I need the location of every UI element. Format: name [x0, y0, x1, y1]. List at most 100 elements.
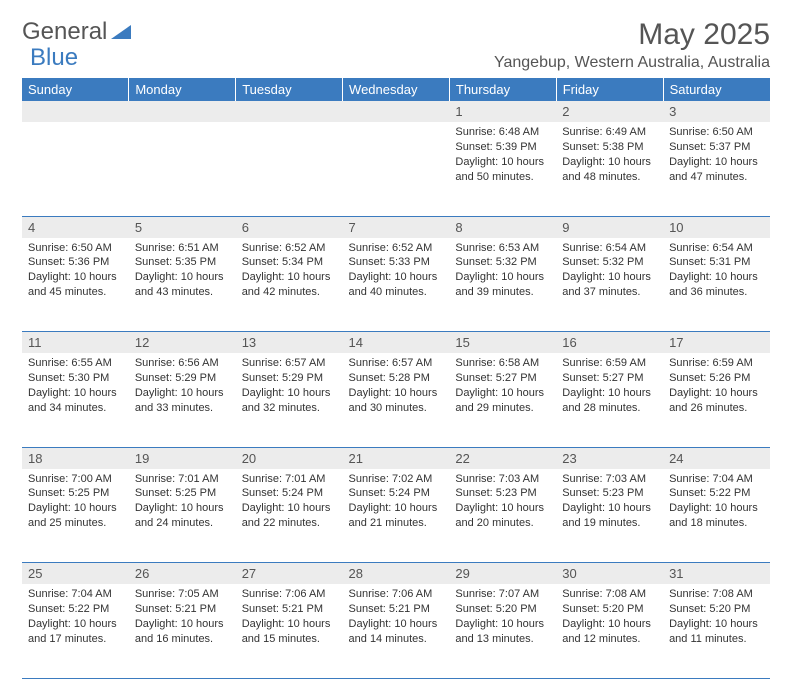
day-number: 8 [449, 216, 556, 238]
sunset-line: Sunset: 5:24 PM [242, 486, 337, 501]
day-details: Sunrise: 7:03 AMSunset: 5:23 PMDaylight:… [556, 469, 663, 535]
sunrise-line: Sunrise: 6:55 AM [28, 356, 123, 371]
day-details: Sunrise: 7:04 AMSunset: 5:22 PMDaylight:… [22, 584, 129, 650]
daylight-line: Daylight: 10 hours and 24 minutes. [135, 501, 230, 531]
day-number: 31 [663, 563, 770, 585]
day-content-row: Sunrise: 6:50 AMSunset: 5:36 PMDaylight:… [22, 238, 770, 332]
sunrise-line: Sunrise: 7:05 AM [135, 587, 230, 602]
day-details: Sunrise: 6:48 AMSunset: 5:39 PMDaylight:… [449, 122, 556, 188]
sunset-line: Sunset: 5:25 PM [28, 486, 123, 501]
sunset-line: Sunset: 5:38 PM [562, 140, 657, 155]
day-number: 29 [449, 563, 556, 585]
daylight-line: Daylight: 10 hours and 37 minutes. [562, 270, 657, 300]
day-header: Wednesday [343, 78, 450, 101]
day-details: Sunrise: 6:59 AMSunset: 5:27 PMDaylight:… [556, 353, 663, 419]
daylight-line: Daylight: 10 hours and 21 minutes. [349, 501, 444, 531]
sunset-line: Sunset: 5:21 PM [135, 602, 230, 617]
day-cell: Sunrise: 7:01 AMSunset: 5:24 PMDaylight:… [236, 469, 343, 563]
day-cell: Sunrise: 6:55 AMSunset: 5:30 PMDaylight:… [22, 353, 129, 447]
day-cell: Sunrise: 6:52 AMSunset: 5:33 PMDaylight:… [343, 238, 450, 332]
day-number: 1 [449, 101, 556, 122]
day-details: Sunrise: 6:52 AMSunset: 5:33 PMDaylight:… [343, 238, 450, 304]
day-cell: Sunrise: 6:49 AMSunset: 5:38 PMDaylight:… [556, 122, 663, 216]
day-details: Sunrise: 7:06 AMSunset: 5:21 PMDaylight:… [236, 584, 343, 650]
day-content-row: Sunrise: 6:55 AMSunset: 5:30 PMDaylight:… [22, 353, 770, 447]
sunrise-line: Sunrise: 7:03 AM [562, 472, 657, 487]
day-number: 18 [22, 447, 129, 469]
day-details: Sunrise: 6:57 AMSunset: 5:28 PMDaylight:… [343, 353, 450, 419]
logo-text-1: General [22, 18, 107, 46]
day-number: 10 [663, 216, 770, 238]
daylight-line: Daylight: 10 hours and 11 minutes. [669, 617, 764, 647]
sunset-line: Sunset: 5:30 PM [28, 371, 123, 386]
daylight-line: Daylight: 10 hours and 20 minutes. [455, 501, 550, 531]
day-header: Monday [129, 78, 236, 101]
daylight-line: Daylight: 10 hours and 50 minutes. [455, 155, 550, 185]
day-number: 21 [343, 447, 450, 469]
day-cell: Sunrise: 6:52 AMSunset: 5:34 PMDaylight:… [236, 238, 343, 332]
day-details: Sunrise: 6:49 AMSunset: 5:38 PMDaylight:… [556, 122, 663, 188]
sunset-line: Sunset: 5:27 PM [455, 371, 550, 386]
logo: General [22, 18, 135, 46]
day-cell: Sunrise: 7:07 AMSunset: 5:20 PMDaylight:… [449, 584, 556, 678]
sunset-line: Sunset: 5:24 PM [349, 486, 444, 501]
sunrise-line: Sunrise: 7:02 AM [349, 472, 444, 487]
sunrise-line: Sunrise: 7:06 AM [349, 587, 444, 602]
day-number: 19 [129, 447, 236, 469]
day-header: Sunday [22, 78, 129, 101]
day-cell: Sunrise: 7:06 AMSunset: 5:21 PMDaylight:… [236, 584, 343, 678]
day-content-row: Sunrise: 6:48 AMSunset: 5:39 PMDaylight:… [22, 122, 770, 216]
sunrise-line: Sunrise: 7:07 AM [455, 587, 550, 602]
daylight-line: Daylight: 10 hours and 12 minutes. [562, 617, 657, 647]
day-number: 3 [663, 101, 770, 122]
sunset-line: Sunset: 5:37 PM [669, 140, 764, 155]
day-number-row: 123 [22, 101, 770, 122]
day-details: Sunrise: 7:02 AMSunset: 5:24 PMDaylight:… [343, 469, 450, 535]
daylight-line: Daylight: 10 hours and 28 minutes. [562, 386, 657, 416]
day-cell: Sunrise: 6:57 AMSunset: 5:28 PMDaylight:… [343, 353, 450, 447]
sunset-line: Sunset: 5:36 PM [28, 255, 123, 270]
day-details: Sunrise: 7:01 AMSunset: 5:25 PMDaylight:… [129, 469, 236, 535]
daylight-line: Daylight: 10 hours and 29 minutes. [455, 386, 550, 416]
day-number-row: 18192021222324 [22, 447, 770, 469]
logo-line2: Blue [30, 44, 78, 72]
day-details: Sunrise: 6:50 AMSunset: 5:37 PMDaylight:… [663, 122, 770, 188]
sunrise-line: Sunrise: 6:58 AM [455, 356, 550, 371]
sunrise-line: Sunrise: 6:57 AM [349, 356, 444, 371]
sunset-line: Sunset: 5:25 PM [135, 486, 230, 501]
day-cell: Sunrise: 7:08 AMSunset: 5:20 PMDaylight:… [556, 584, 663, 678]
day-number-row: 11121314151617 [22, 332, 770, 354]
day-details: Sunrise: 7:01 AMSunset: 5:24 PMDaylight:… [236, 469, 343, 535]
sunrise-line: Sunrise: 7:03 AM [455, 472, 550, 487]
day-cell: Sunrise: 6:54 AMSunset: 5:31 PMDaylight:… [663, 238, 770, 332]
sunset-line: Sunset: 5:31 PM [669, 255, 764, 270]
daylight-line: Daylight: 10 hours and 14 minutes. [349, 617, 444, 647]
day-number: 30 [556, 563, 663, 585]
sunset-line: Sunset: 5:27 PM [562, 371, 657, 386]
day-number: 12 [129, 332, 236, 354]
daylight-line: Daylight: 10 hours and 34 minutes. [28, 386, 123, 416]
sunrise-line: Sunrise: 6:57 AM [242, 356, 337, 371]
day-number-row: 45678910 [22, 216, 770, 238]
sunrise-line: Sunrise: 6:51 AM [135, 241, 230, 256]
day-cell: Sunrise: 6:59 AMSunset: 5:26 PMDaylight:… [663, 353, 770, 447]
day-details: Sunrise: 7:08 AMSunset: 5:20 PMDaylight:… [556, 584, 663, 650]
day-number: 11 [22, 332, 129, 354]
sunset-line: Sunset: 5:29 PM [242, 371, 337, 386]
daylight-line: Daylight: 10 hours and 15 minutes. [242, 617, 337, 647]
day-details: Sunrise: 6:55 AMSunset: 5:30 PMDaylight:… [22, 353, 129, 419]
day-cell: Sunrise: 7:04 AMSunset: 5:22 PMDaylight:… [663, 469, 770, 563]
day-number: 13 [236, 332, 343, 354]
day-cell [343, 122, 450, 216]
sunrise-line: Sunrise: 7:04 AM [28, 587, 123, 602]
daylight-line: Daylight: 10 hours and 17 minutes. [28, 617, 123, 647]
day-cell: Sunrise: 6:56 AMSunset: 5:29 PMDaylight:… [129, 353, 236, 447]
day-number: 17 [663, 332, 770, 354]
day-details: Sunrise: 7:07 AMSunset: 5:20 PMDaylight:… [449, 584, 556, 650]
day-cell: Sunrise: 7:02 AMSunset: 5:24 PMDaylight:… [343, 469, 450, 563]
sunrise-line: Sunrise: 7:04 AM [669, 472, 764, 487]
sunset-line: Sunset: 5:32 PM [562, 255, 657, 270]
sunrise-line: Sunrise: 7:01 AM [242, 472, 337, 487]
logo-text-2: Blue [30, 44, 78, 72]
sunrise-line: Sunrise: 6:52 AM [242, 241, 337, 256]
